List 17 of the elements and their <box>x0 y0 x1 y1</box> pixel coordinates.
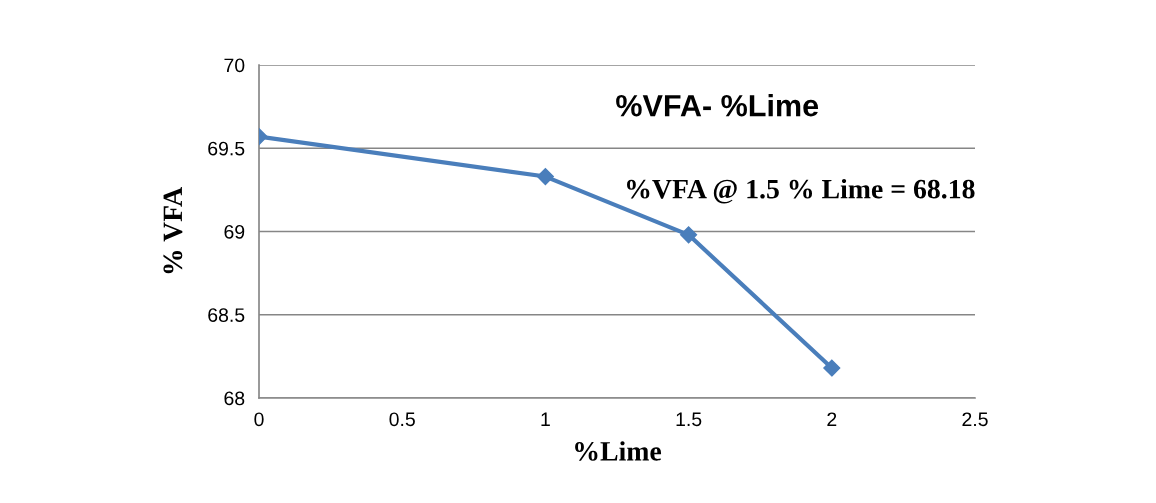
annotation: %VFA @ 1.5 % Lime = 68.18 <box>627 178 975 204</box>
y-tick-label: 70 <box>224 58 245 73</box>
x-tick-label: 2.5 <box>962 412 988 427</box>
y-tick-label: 68.5 <box>208 308 245 322</box>
point <box>823 359 841 377</box>
y-tick-label: 69 <box>224 224 245 239</box>
point <box>680 226 698 244</box>
x-tick-label: 1 <box>541 412 550 426</box>
x-tick-label: 2 <box>827 412 837 426</box>
x-tick-label: 1.5 <box>676 412 702 427</box>
y-axis-title: % VFA <box>163 187 183 274</box>
y-tick-label: 69.5 <box>208 141 245 156</box>
x-axis-title: %Lime <box>575 441 662 461</box>
x-tick-label: 0.5 <box>389 412 415 427</box>
x-tick-label: 0 <box>254 412 264 427</box>
text: %VFA- %Lime <box>616 94 819 117</box>
y-tick-label: 68 <box>224 391 245 406</box>
